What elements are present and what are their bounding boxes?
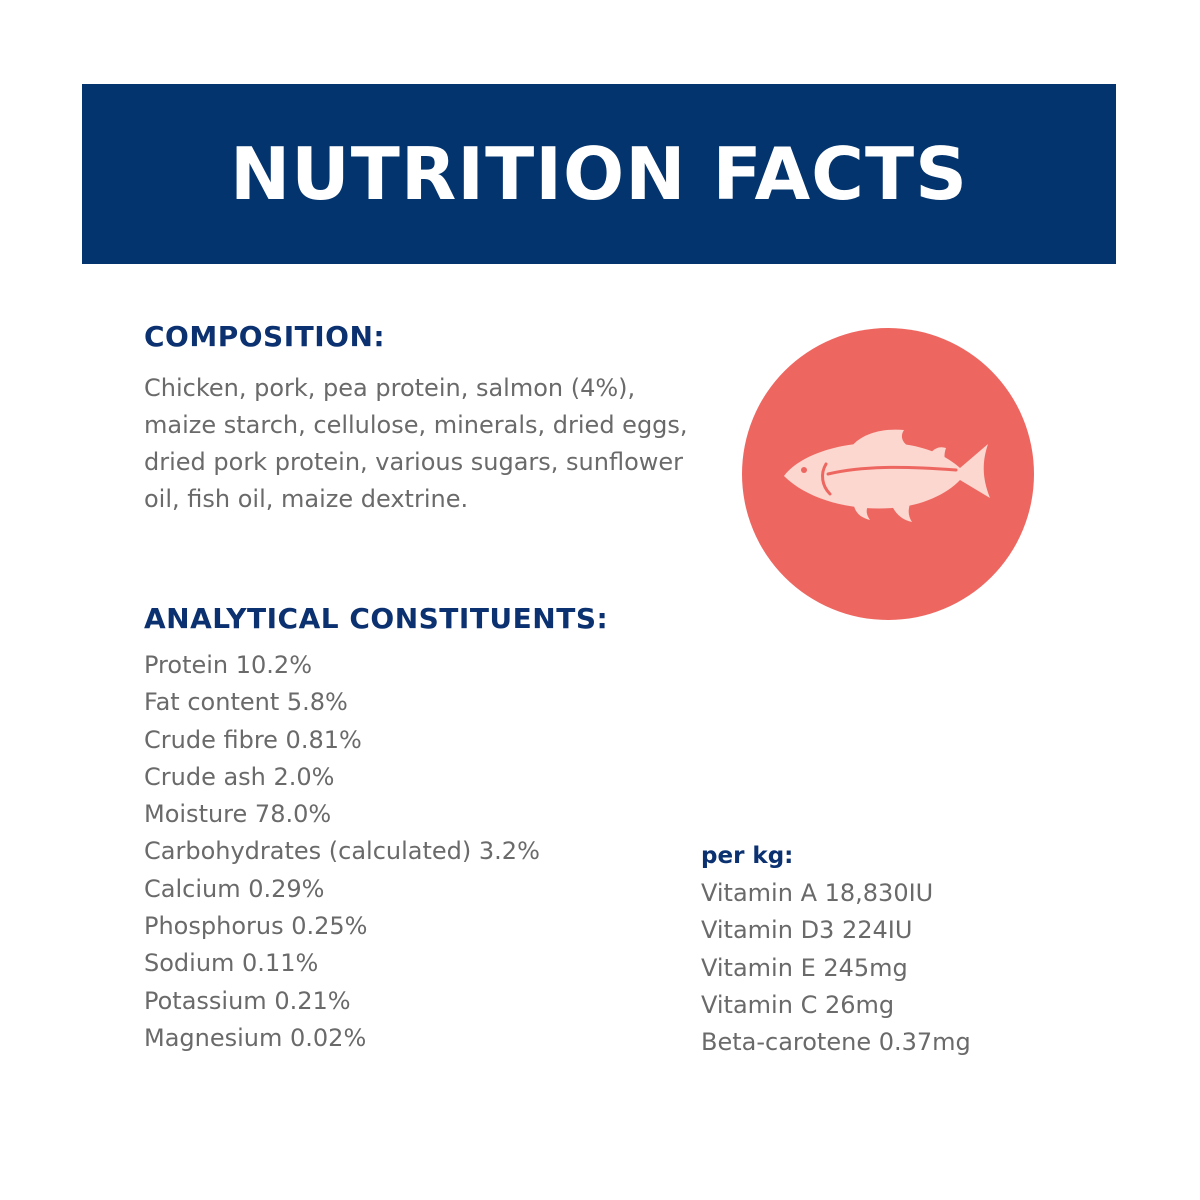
list-item: Calcium 0.29%	[144, 874, 325, 903]
list-item: Beta-carotene 0.37mg	[701, 1028, 971, 1057]
constituents-list: Protein 10.2% Fat content 5.8% Crude fib…	[144, 647, 540, 1057]
constituents-heading: ANALYTICAL CONSTITUENTS:	[144, 602, 609, 635]
list-item: Vitamin D3 224IU	[701, 916, 913, 945]
vitamins-list: Vitamin A 18,830IU Vitamin D3 224IU Vita…	[701, 875, 971, 1061]
fish-badge	[742, 328, 1034, 620]
list-item: Sodium 0.11%	[144, 949, 319, 978]
list-item: Phosphorus 0.25%	[144, 912, 368, 941]
title-banner: NUTRITION FACTS	[82, 84, 1116, 264]
list-item: Crude fibre 0.81%	[144, 725, 362, 754]
fish-icon	[784, 429, 990, 522]
page-title: NUTRITION FACTS	[230, 132, 968, 216]
list-item: Vitamin E 245mg	[701, 953, 908, 982]
list-item: Vitamin C 26mg	[701, 990, 895, 1019]
list-item: Vitamin A 18,830IU	[701, 879, 934, 907]
composition-heading: COMPOSITION:	[144, 320, 386, 353]
list-item: Carbohydrates (calculated) 3.2%	[144, 837, 540, 866]
composition-text: Chicken, pork, pea protein, salmon (4%),…	[144, 374, 688, 513]
list-item: Protein 10.2%	[144, 651, 312, 679]
list-item: Crude ash 2.0%	[144, 762, 335, 791]
list-item: Potassium 0.21%	[144, 986, 351, 1015]
per-kg-heading: per kg:	[701, 843, 794, 869]
list-item: Moisture 78.0%	[144, 800, 332, 829]
list-item: Magnesium 0.02%	[144, 1023, 367, 1052]
list-item: Fat content 5.8%	[144, 688, 348, 717]
